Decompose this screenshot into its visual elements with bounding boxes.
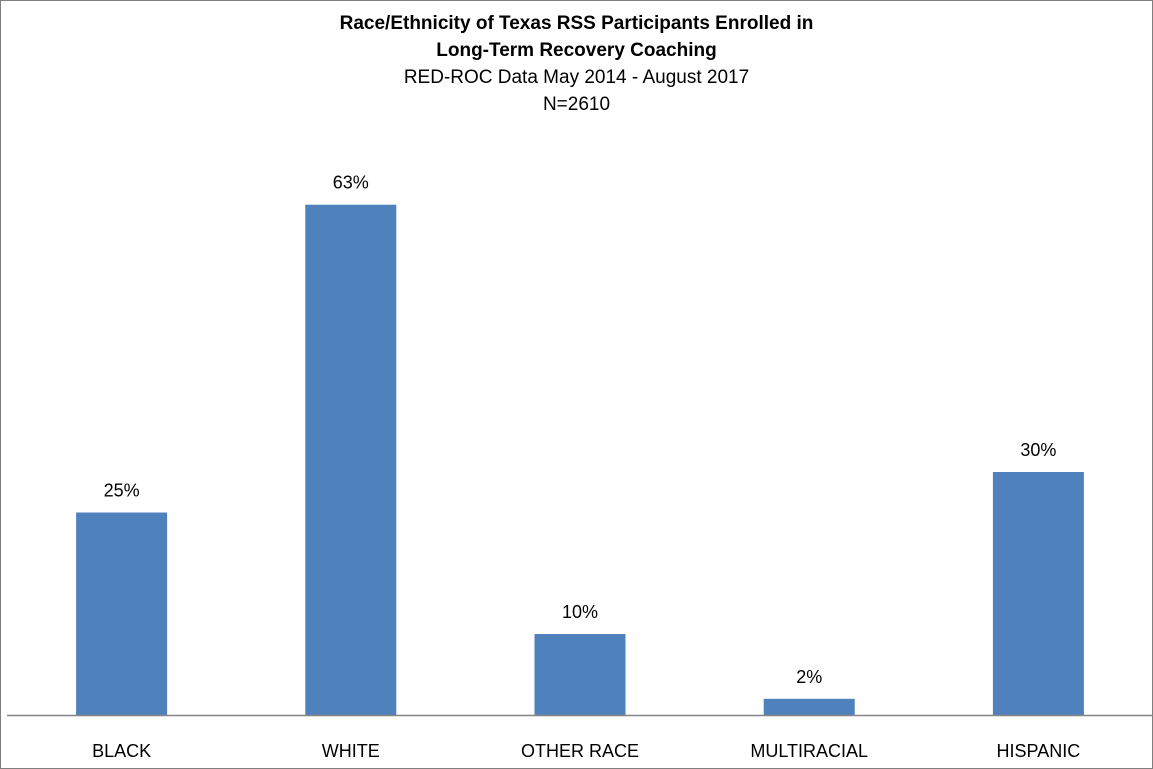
chart-subtitle-date-range: RED-ROC Data May 2014 - August 2017: [403, 67, 750, 88]
chart-subtitle-sample-size: N=2610: [542, 94, 611, 115]
chart-title-block: Race/Ethnicity of Texas RSS Participants…: [0, 10, 1153, 118]
chart-title-line-2: Long-Term Recovery Coaching: [436, 40, 717, 61]
data-label-hispanic: 30%: [1020, 440, 1056, 460]
data-label-black: 25%: [104, 481, 140, 501]
x-axis-tick-labels: BLACK WHITE OTHER RACE MULTIRACIAL HISPANIC: [92, 741, 1080, 761]
bar-multiracial: [763, 698, 855, 715]
bar-white: [305, 204, 397, 715]
chart-title-line-1: Race/Ethnicity of Texas RSS Participants…: [339, 13, 814, 34]
data-label-other-race: 10%: [562, 602, 598, 622]
bar-hispanic: [992, 472, 1084, 715]
tick-label-hispanic: HISPANIC: [997, 741, 1081, 761]
tick-label-black: BLACK: [92, 741, 151, 761]
bar-other-race: [534, 634, 626, 715]
tick-label-multiracial: MULTIRACIAL: [750, 741, 868, 761]
tick-label-white: WHITE: [322, 741, 380, 761]
data-label-white: 63%: [333, 173, 369, 193]
data-label-multiracial: 2%: [796, 667, 822, 687]
data-labels: 25% 63% 10% 2% 30%: [104, 173, 1057, 687]
tick-label-other-race: OTHER RACE: [521, 741, 639, 761]
bar-black: [76, 512, 168, 715]
bar-series: [76, 204, 1084, 715]
